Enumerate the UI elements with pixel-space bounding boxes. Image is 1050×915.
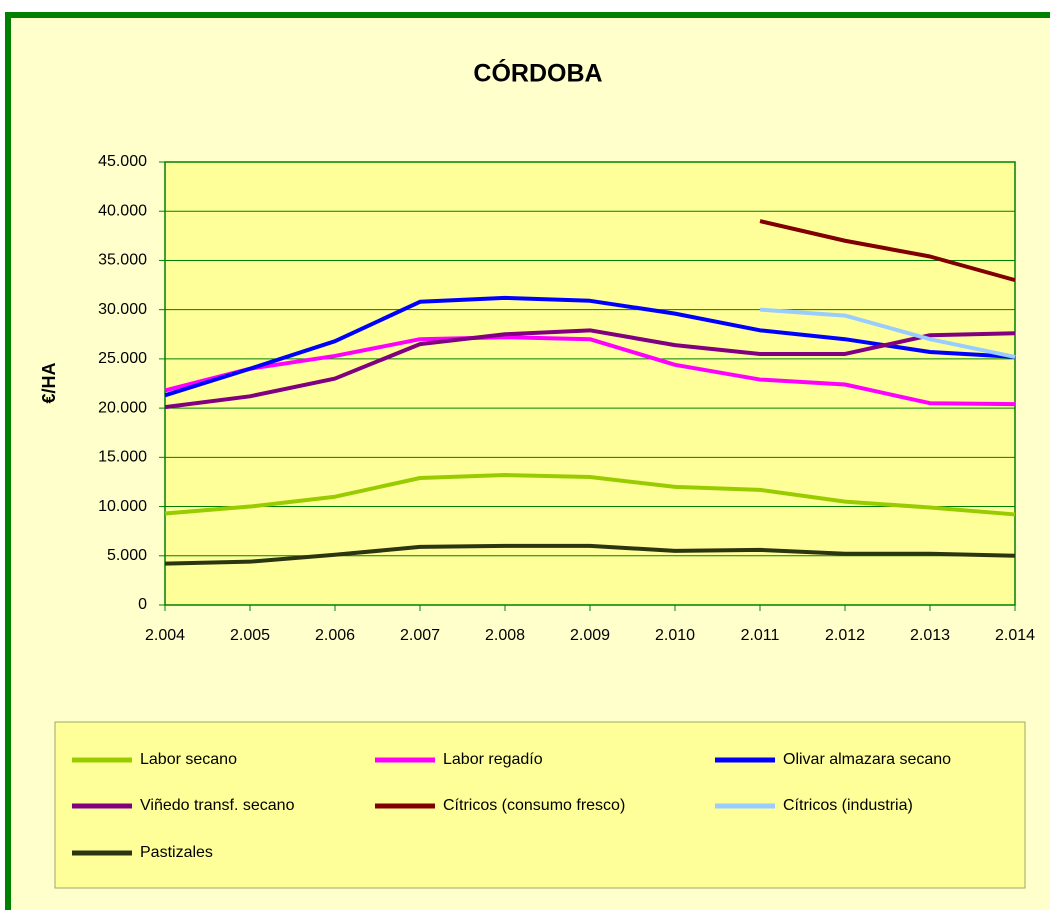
legend-label: Olivar almazara secano [783, 751, 951, 768]
series-line [759, 219, 1016, 283]
x-tick-label: 2.006 [315, 627, 355, 644]
y-tick-label: 40.000 [98, 202, 147, 219]
y-tick-label: 0 [138, 596, 147, 613]
x-tick-label: 2.014 [995, 627, 1035, 644]
y-tick-label: 10.000 [98, 498, 147, 515]
series-line [759, 307, 1016, 359]
x-tick-label: 2.004 [145, 627, 185, 644]
series-line [164, 543, 1016, 566]
y-tick-label: 25.000 [98, 350, 147, 367]
y-tick-label: 15.000 [98, 449, 147, 466]
y-tick-label: 20.000 [98, 399, 147, 416]
legend-label: Cítricos (consumo fresco) [443, 797, 625, 814]
x-tick-label: 2.009 [570, 627, 610, 644]
x-tick-label: 2.013 [910, 627, 950, 644]
series-line [164, 328, 1016, 410]
y-tick-label: 5.000 [107, 547, 147, 564]
legend-label: Labor regadío [443, 751, 543, 768]
y-tick-label: 45.000 [98, 153, 147, 170]
x-tick-label: 2.005 [230, 627, 270, 644]
legend-label: Cítricos (industria) [783, 797, 913, 814]
x-tick-label: 2.011 [741, 627, 780, 644]
y-tick-label: 30.000 [98, 301, 147, 318]
y-tick-label: 35.000 [98, 252, 147, 269]
y-axis-label: €/HA [39, 362, 59, 403]
legend-box [54, 721, 1026, 889]
plot-area [164, 161, 1016, 606]
series-line [164, 473, 1016, 517]
series-line [164, 335, 1016, 407]
legend-label: Labor secano [140, 751, 237, 768]
x-tick-label: 2.012 [825, 627, 865, 644]
chart-title: CÓRDOBA [473, 58, 602, 88]
x-tick-label: 2.010 [655, 627, 695, 644]
legend-label: Pastizales [140, 844, 213, 861]
legend-label: Viñedo transf. secano [140, 797, 295, 814]
x-tick-label: 2.008 [485, 627, 525, 644]
x-tick-label: 2.007 [400, 627, 440, 644]
series-line [164, 295, 1016, 398]
